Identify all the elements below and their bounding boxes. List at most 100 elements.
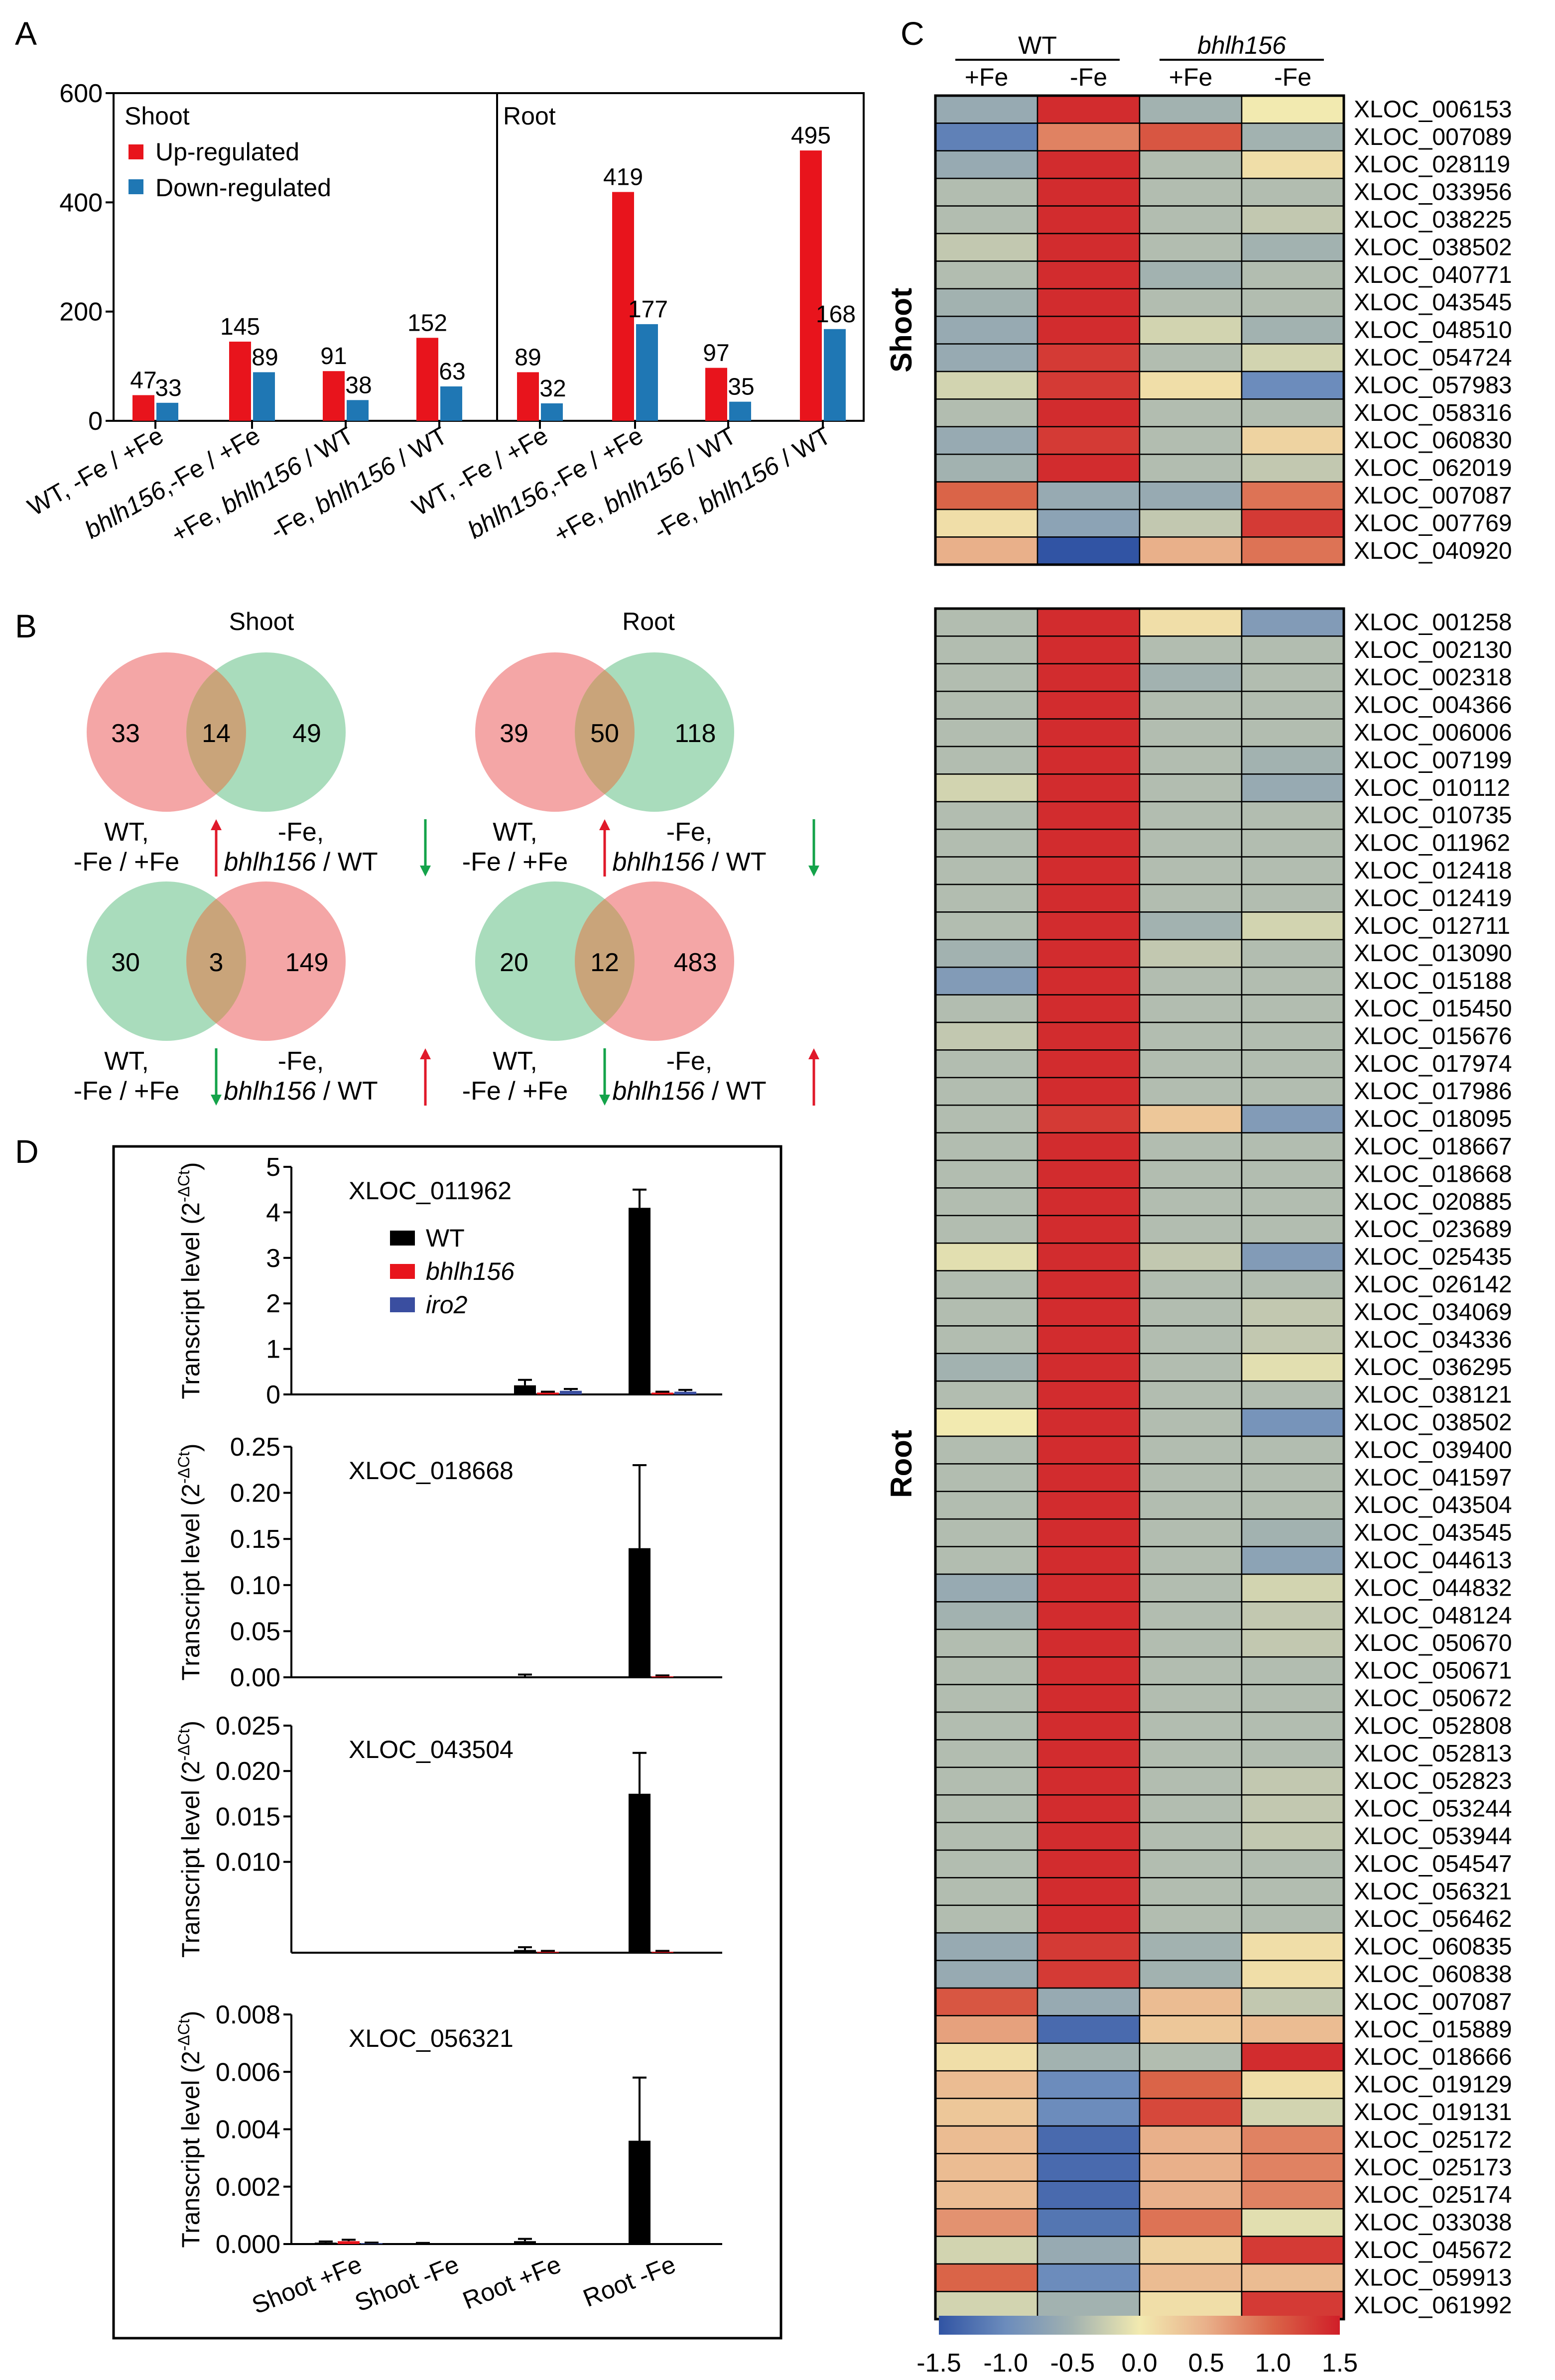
heatmap-column-label: -Fe: [1274, 63, 1311, 91]
heatmap-row-label: XLOC_052823: [1354, 1768, 1512, 1794]
heatmap-row-label: XLOC_054724: [1354, 345, 1512, 371]
heatmap-cell: [1037, 1960, 1141, 1989]
heatmap-row-label: XLOC_056462: [1354, 1906, 1512, 1932]
heatmap-cell: [1037, 233, 1141, 262]
colorbar-tick-label: 0.0: [1121, 2349, 1157, 2378]
heatmap-cell: [1139, 1794, 1243, 1823]
heatmap-cell: [934, 453, 1038, 483]
heatmap-cell: [1037, 260, 1141, 290]
heatmap-cell: [1241, 663, 1345, 692]
heatmap-cell: [1241, 1987, 1345, 2016]
heatmap-row-label: XLOC_048124: [1354, 1603, 1512, 1629]
heatmap-cell: [1037, 2125, 1141, 2154]
heatmap-cell: [1139, 2153, 1243, 2182]
heatmap-row-label: XLOC_052808: [1354, 1713, 1512, 1739]
heatmap-cell: [1241, 746, 1345, 775]
y-tick-label: 0: [88, 407, 103, 436]
heatmap-cell: [934, 205, 1038, 235]
heatmap-cell: [1139, 1463, 1243, 1493]
heatmap-cell: [1241, 288, 1345, 317]
heatmap-cell: [934, 635, 1038, 665]
venn-right-label-line1: -Fe,: [278, 818, 324, 847]
heatmap-cell: [934, 856, 1038, 885]
heatmap-row-label: XLOC_012419: [1354, 885, 1512, 911]
heatmap-row-label: XLOC_059913: [1354, 2264, 1512, 2291]
heatmap-cell: [934, 773, 1038, 803]
colorbar-tick-label: 0.5: [1188, 2349, 1224, 2378]
y-tick-label: 400: [59, 188, 103, 217]
heatmap-cell: [1139, 1435, 1243, 1465]
heatmap-row-label: XLOC_018095: [1354, 1106, 1512, 1132]
heatmap-cell: [934, 123, 1038, 152]
heatmap-cell: [1139, 1656, 1243, 1685]
bar-WT: [629, 2140, 650, 2244]
bar-up: [323, 371, 345, 421]
bar-WT: [315, 2243, 337, 2244]
heatmap-cell: [934, 1766, 1038, 1796]
x-category-label: Root +Fe: [459, 2250, 565, 2314]
heatmap-cell: [1037, 1546, 1141, 1575]
heatmap-cell: [1241, 508, 1345, 538]
heatmap-row-label: XLOC_036295: [1354, 1354, 1512, 1380]
heatmap-row-label: XLOC_050672: [1354, 1685, 1512, 1712]
heatmap-cell: [1241, 315, 1345, 345]
y-tick-label: 0.008: [216, 2001, 280, 2029]
venn-root-title: Root: [622, 608, 675, 635]
y-tick-label: 0.00: [230, 1663, 280, 1692]
heatmap-row-label: XLOC_025172: [1354, 2127, 1512, 2153]
heatmap-cell: [1037, 1297, 1141, 1327]
heatmap-row-label: XLOC_007087: [1354, 1989, 1512, 2015]
heatmap-row-label: XLOC_020885: [1354, 1189, 1512, 1215]
panel-label-b: B: [15, 608, 37, 644]
heatmap-cell: [1241, 205, 1345, 235]
heatmap-cell: [934, 1187, 1038, 1217]
panel-d-frame: [112, 1145, 782, 2340]
heatmap-cell: [1241, 233, 1345, 262]
heatmap-cell: [1037, 1628, 1141, 1658]
heatmap-cell: [1139, 150, 1243, 179]
heatmap-cell: [1139, 1049, 1243, 1079]
heatmap-cell: [934, 663, 1038, 692]
heatmap-row-label: XLOC_007087: [1354, 483, 1512, 509]
heatmap-row-label: XLOC_018667: [1354, 1133, 1512, 1160]
venn-overlap: [575, 899, 635, 1023]
heatmap-cell: [1139, 260, 1243, 290]
venn-left-label-line1: WT,: [493, 1047, 537, 1076]
y-axis-label-superscript: -ΔCt: [175, 1729, 193, 1760]
heatmap-cell: [934, 508, 1038, 538]
heatmap-cell: [1241, 1159, 1345, 1189]
y-axis-label-main: Transcript level (2: [177, 1484, 205, 1680]
heatmap-cell: [1139, 608, 1243, 637]
heatmap-cell: [1139, 911, 1243, 941]
heatmap-cell: [1037, 1987, 1141, 2016]
y-tick-label: 0.15: [230, 1525, 280, 1554]
heatmap-cell: [1037, 2070, 1141, 2099]
bar-WT: [629, 1548, 650, 1677]
heatmap-cell: [934, 1546, 1038, 1575]
heatmap-cell: [934, 1849, 1038, 1879]
heatmap-cell: [1037, 1491, 1141, 1520]
heatmap-cell: [1139, 994, 1243, 1023]
heatmap-cell: [1241, 1822, 1345, 1851]
x-category-label: Shoot +Fe: [248, 2250, 366, 2319]
y-axis-label-superscript: -ΔCt: [175, 2019, 193, 2051]
heatmap-cell: [1037, 1656, 1141, 1685]
venn-right-label-line2: bhlh156 / WT: [612, 848, 766, 877]
heatmap-cell: [1241, 426, 1345, 455]
heatmap-cell: [1037, 856, 1141, 885]
heatmap-cell: [1139, 1766, 1243, 1796]
heatmap-cell: [1139, 1601, 1243, 1630]
y-tick-label: 0: [266, 1380, 280, 1409]
bar-bhlh156: [537, 1952, 559, 1953]
heatmap-row-label: XLOC_013090: [1354, 940, 1512, 967]
heatmap-cell: [1139, 2208, 1243, 2237]
heatmap-cell: [1037, 177, 1141, 207]
heatmap-cell: [934, 1711, 1038, 1741]
venn-diagram: 33 14 49 WT,-Fe / +Fe -Fe,bhlh156 / WT: [74, 652, 431, 877]
heatmap-row-label: XLOC_040771: [1354, 262, 1512, 288]
y-tick-label: 0.010: [216, 1848, 280, 1877]
x-category-label: Shoot -Fe: [351, 2250, 463, 2317]
qpcr-legend: WT bhlh156 iro2: [390, 1224, 515, 1319]
heatmap-cell: [1139, 1684, 1243, 1713]
legend-swatch: [390, 1297, 415, 1312]
